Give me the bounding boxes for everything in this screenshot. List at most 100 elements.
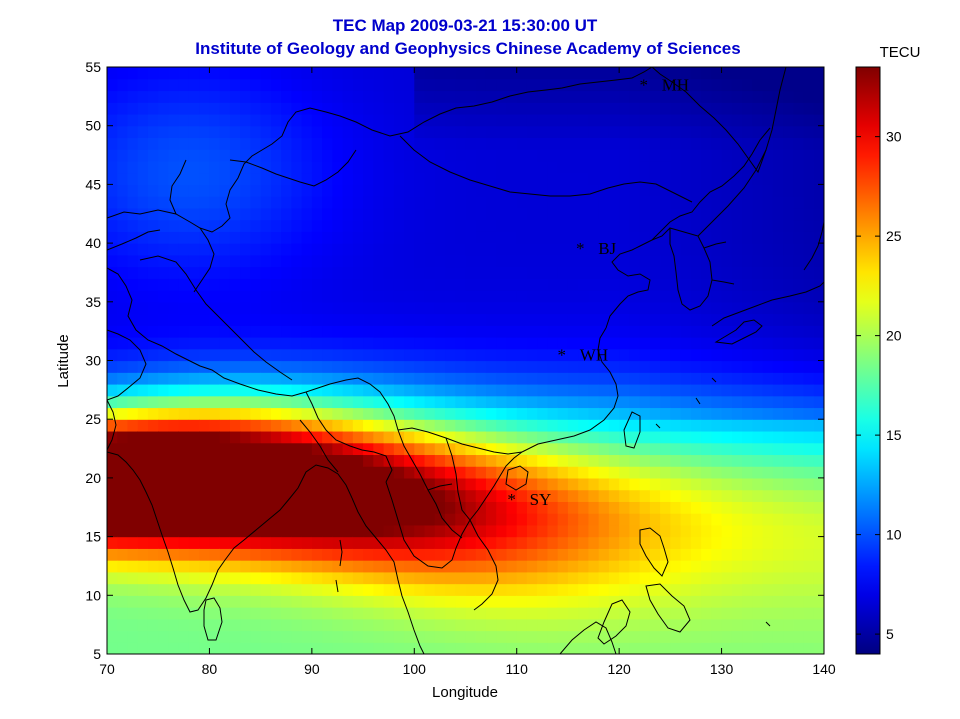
heatmap-cell — [526, 595, 538, 608]
heatmap-cell — [158, 348, 170, 362]
heatmap-cell — [414, 325, 426, 338]
heatmap-cell — [608, 125, 620, 139]
heatmap-cell — [660, 290, 671, 303]
heatmap-cell — [752, 595, 764, 608]
heatmap-cell — [445, 78, 456, 92]
heatmap-cell — [229, 160, 241, 174]
heatmap-cell — [445, 466, 456, 479]
heatmap-cell — [404, 477, 415, 491]
heatmap-cell — [465, 337, 477, 350]
heatmap-cell — [578, 102, 590, 115]
heatmap-cell — [188, 149, 200, 162]
heatmap-cell — [250, 348, 262, 362]
heatmap-cell — [301, 313, 313, 326]
heatmap-cell — [260, 278, 272, 291]
heatmap-cell — [608, 137, 620, 150]
heatmap-cell — [352, 501, 364, 514]
heatmap-cell — [578, 254, 590, 268]
heatmap-cell — [752, 383, 764, 397]
heatmap-cell — [762, 360, 774, 373]
heatmap-cell — [772, 125, 784, 139]
heatmap-cell — [506, 78, 518, 92]
heatmap-cell — [127, 477, 139, 491]
heatmap-cell — [547, 78, 559, 92]
heatmap-cell — [813, 630, 824, 643]
heatmap-cell — [137, 325, 149, 338]
heatmap-cell — [496, 149, 508, 162]
heatmap-cell — [680, 442, 692, 456]
heatmap-cell — [762, 113, 774, 127]
heatmap-cell — [660, 513, 671, 526]
heatmap-cell — [270, 583, 282, 596]
heatmap-cell — [147, 536, 159, 549]
heatmap-cell — [229, 172, 241, 185]
heatmap-cell — [404, 125, 415, 139]
heatmap-cell — [178, 172, 190, 185]
heatmap-cell — [393, 607, 405, 620]
heatmap-cell — [557, 395, 569, 409]
heatmap-cell — [199, 489, 211, 502]
heatmap-cell — [608, 430, 620, 444]
heatmap-cell — [680, 78, 692, 92]
heatmap-cell — [701, 607, 712, 620]
heatmap-cell — [219, 290, 231, 303]
heatmap-cell — [342, 466, 354, 479]
heatmap-cell — [178, 266, 190, 279]
heatmap-cell — [352, 618, 364, 632]
heatmap-cell — [383, 102, 395, 115]
heatmap-cell — [813, 513, 824, 526]
heatmap-cell — [311, 395, 323, 409]
heatmap-cell — [496, 524, 508, 538]
heatmap-cell — [793, 442, 805, 456]
heatmap-cell — [690, 571, 702, 585]
heatmap-cell — [404, 325, 415, 338]
heatmap-cell — [363, 571, 374, 585]
heatmap-cell — [711, 536, 723, 549]
heatmap-cell — [414, 113, 426, 127]
heatmap-cell — [342, 395, 354, 409]
heatmap-cell — [107, 243, 118, 256]
heatmap-cell — [598, 489, 610, 502]
heatmap-cell — [660, 501, 671, 514]
heatmap-cell — [731, 454, 743, 467]
heatmap-cell — [731, 583, 743, 596]
heatmap-cell — [660, 571, 671, 585]
heatmap-cell — [209, 90, 221, 103]
heatmap-cell — [393, 395, 405, 409]
heatmap-cell — [363, 548, 374, 561]
heatmap-cell — [363, 313, 374, 326]
heatmap-cell — [578, 172, 590, 185]
heatmap-cell — [260, 160, 272, 174]
heatmap-cell — [516, 207, 528, 221]
heatmap-cell — [107, 290, 118, 303]
heatmap-cell — [803, 102, 815, 115]
heatmap-cell — [537, 419, 549, 432]
heatmap-cell — [578, 607, 590, 620]
heatmap-cell — [660, 395, 671, 409]
station-marker: * — [576, 239, 585, 258]
heatmap-cell — [404, 207, 415, 221]
heatmap-cell — [127, 430, 139, 444]
heatmap-cell — [506, 618, 518, 632]
heatmap-cell — [629, 149, 641, 162]
heatmap-cell — [547, 290, 559, 303]
heatmap-cell — [711, 149, 723, 162]
heatmap-cell — [537, 618, 549, 632]
heatmap-cell — [352, 67, 364, 80]
heatmap-cell — [670, 442, 682, 456]
heatmap-cell — [629, 383, 641, 397]
heatmap-cell — [711, 278, 723, 291]
heatmap-cell — [301, 442, 313, 456]
heatmap-cell — [352, 337, 364, 350]
heatmap-cell — [557, 313, 569, 326]
heatmap-cell — [660, 149, 671, 162]
heatmap-cell — [168, 184, 180, 197]
heatmap-cell — [557, 630, 569, 643]
heatmap-cell — [322, 430, 333, 444]
heatmap-cell — [547, 172, 559, 185]
heatmap-cell — [721, 630, 733, 643]
heatmap-cell — [383, 254, 395, 268]
heatmap-cell — [322, 524, 333, 538]
heatmap-cell — [803, 583, 815, 596]
heatmap-cell — [352, 160, 364, 174]
